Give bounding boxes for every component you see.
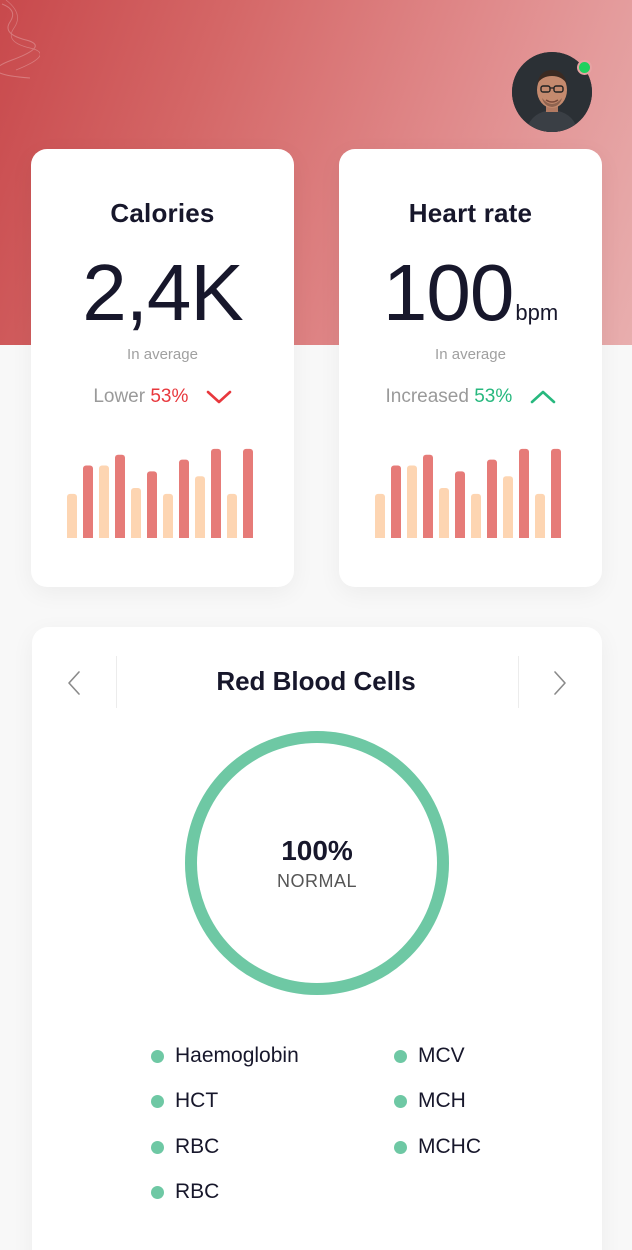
calories-bar-6 [147, 471, 157, 538]
legend-item-mcv: MCV [394, 1043, 465, 1069]
divider-right [518, 656, 519, 708]
calories-bar-9 [195, 476, 205, 538]
legend-label: RBC [175, 1180, 220, 1203]
legend-dot [394, 1049, 407, 1063]
heart-rate-trend: Increased 53% [339, 386, 602, 408]
calories-subtitle: In average [127, 346, 198, 363]
heart-rate-unit: bpm [515, 300, 559, 325]
red-blood-cells-title: Red Blood Cells [216, 666, 416, 696]
heart-rate-bar-3 [407, 465, 417, 538]
legend-dot [394, 1140, 407, 1154]
heart-rate-bar-chart [375, 448, 561, 538]
legend-label: Haemoglobin [175, 1044, 299, 1067]
legend-item-mch: MCH [394, 1088, 466, 1114]
heart-rate-bar-4 [423, 454, 433, 538]
heart-rate-trend-label: Increased [385, 386, 469, 407]
legend-dot [151, 1140, 164, 1154]
calories-trend-label: Lower [93, 386, 146, 407]
calories-bar-chart [67, 448, 253, 538]
heart-rate-bar-6 [455, 471, 465, 538]
legend-label: MCV [418, 1044, 465, 1067]
heart-rate-bar-8 [487, 459, 497, 538]
progress-status: NORMAL [276, 871, 357, 891]
calories-bar-4 [115, 454, 125, 538]
calories-bar-3 [99, 465, 109, 538]
calories-bar-11 [227, 493, 237, 538]
calories-bar-1 [67, 493, 77, 538]
next-button[interactable] [542, 665, 578, 701]
progress-ring-arc [185, 731, 449, 995]
heart-rate-bar-2 [391, 465, 401, 538]
calories-trend: Lower 53% [31, 386, 294, 408]
heart-rate-bar-10 [519, 448, 529, 538]
calories-bar-10 [211, 448, 221, 538]
legend-dot [151, 1049, 164, 1063]
heart-rate-trend-percent: 53% [474, 386, 513, 407]
calories-bar-8 [179, 459, 189, 538]
calories-bar-12 [243, 448, 253, 538]
heart-rate-bar-1 [375, 493, 385, 538]
legend-dot [394, 1094, 407, 1108]
decorative-texture [0, 0, 40, 79]
trend-up-icon [530, 390, 555, 404]
legend-dot [151, 1094, 164, 1108]
divider-left [116, 656, 117, 708]
heart-rate-bar-7 [471, 493, 481, 538]
legend-item-haemoglobin: Haemoglobin [151, 1043, 299, 1069]
calories-bar-2 [83, 465, 93, 538]
heart-rate-subtitle: In average [435, 346, 506, 363]
heart-rate-bar-5 [439, 488, 449, 538]
trend-down-icon [206, 390, 231, 404]
calories-value: 2,4K [82, 248, 244, 337]
heart-rate-value-group: 100bpm [339, 248, 602, 338]
calories-bar-7 [163, 493, 173, 538]
legend-item-mchc: MCHC [394, 1134, 481, 1160]
chevron-left-icon [68, 671, 80, 695]
calories-bar-5 [131, 488, 141, 538]
heart-rate-bar-11 [535, 493, 545, 538]
legend-label: MCHC [418, 1135, 481, 1158]
heart-rate-value: 100 [382, 248, 514, 337]
legend-item-rbc-2: RBC [151, 1179, 219, 1205]
legend-label: HCT [175, 1089, 219, 1112]
legend-item-hct: HCT [151, 1088, 218, 1114]
legend-label: RBC [175, 1135, 220, 1158]
calories-value-group: 2,4K [31, 248, 294, 338]
heart-rate-bar-12 [551, 448, 561, 538]
progress-ring [185, 731, 449, 995]
legend-dot [151, 1185, 164, 1199]
heart-rate-title: Heart rate [408, 198, 533, 228]
progress-percent: 100% [281, 835, 353, 866]
calories-trend-percent: 53% [150, 386, 189, 407]
online-status-dot [577, 60, 592, 75]
legend-item-rbc: RBC [151, 1134, 219, 1160]
previous-button[interactable] [56, 665, 92, 701]
legend-label: MCH [418, 1089, 466, 1112]
red-blood-cells-card [32, 627, 602, 1250]
chevron-right-icon [554, 671, 566, 695]
heart-rate-bar-9 [503, 476, 513, 538]
calories-title: Calories [110, 198, 215, 228]
